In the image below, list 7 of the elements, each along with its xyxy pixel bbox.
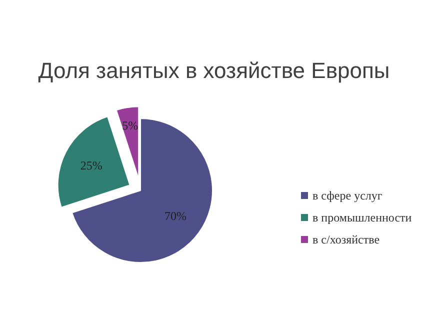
legend-label: в сфере услуг	[312, 188, 382, 202]
chart-title: Доля занятых в хозяйстве Европы	[38, 58, 390, 83]
data-label: 25%	[80, 158, 102, 172]
data-label: 70%	[164, 208, 186, 223]
data-label: 5%	[122, 118, 138, 132]
legend-label: в с/хозяйстве	[312, 232, 380, 246]
legend-label: в промышленности	[312, 210, 412, 224]
